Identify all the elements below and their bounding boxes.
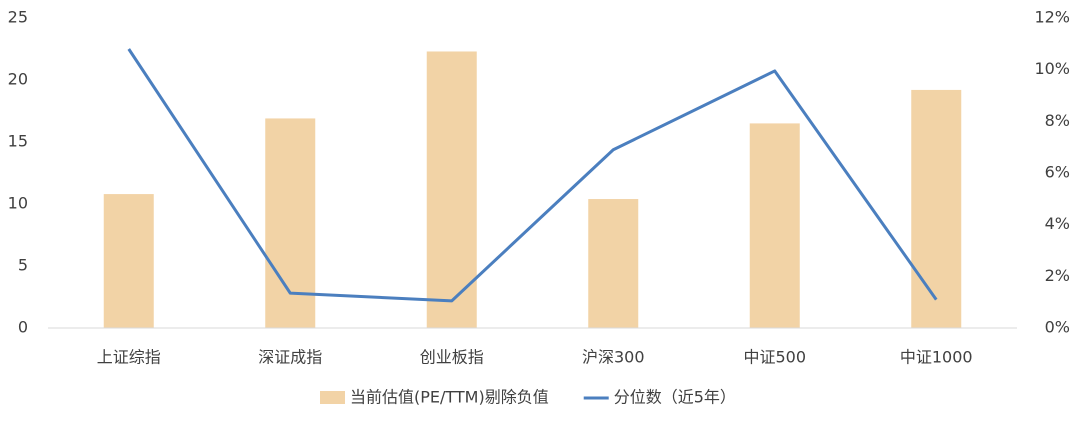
- bar: [749, 123, 800, 329]
- bar: [103, 194, 154, 328]
- y2-tick-label: 0%: [1045, 318, 1070, 337]
- x-tick-label: 中证1000: [900, 348, 973, 367]
- x-tick-label: 上证综指: [97, 348, 161, 367]
- y-tick-label: 0: [18, 318, 28, 337]
- y2-tick-label: 10%: [1034, 59, 1070, 78]
- line: [127, 48, 938, 303]
- y2-tick-label: 8%: [1045, 111, 1070, 130]
- x-tick-label: 深证成指: [258, 348, 322, 367]
- y-tick-label: 15: [8, 132, 28, 151]
- bar: [265, 118, 316, 328]
- x-tick-label: 沪深300: [582, 348, 645, 367]
- legend-swatch: [320, 391, 345, 404]
- y2-tick-label: 4%: [1045, 214, 1070, 233]
- x-tick-label: 创业板指: [420, 348, 484, 367]
- y2-tick-label: 12%: [1034, 8, 1070, 27]
- bar: [588, 199, 639, 328]
- y-tick-label: 10: [8, 194, 28, 213]
- legend-label: 分位数（近5年）: [614, 388, 736, 407]
- bar: [911, 89, 962, 328]
- x-tick-label: 中证500: [743, 348, 806, 367]
- y-tick-label: 20: [8, 70, 28, 89]
- y2-tick-label: 2%: [1045, 266, 1070, 285]
- bar: [426, 51, 477, 328]
- y2-tick-label: 6%: [1045, 163, 1070, 182]
- y-tick-label: 5: [18, 256, 28, 275]
- y-tick-label: 25: [8, 8, 28, 27]
- legend-label: 当前估值(PE/TTM)剔除负值: [350, 388, 549, 407]
